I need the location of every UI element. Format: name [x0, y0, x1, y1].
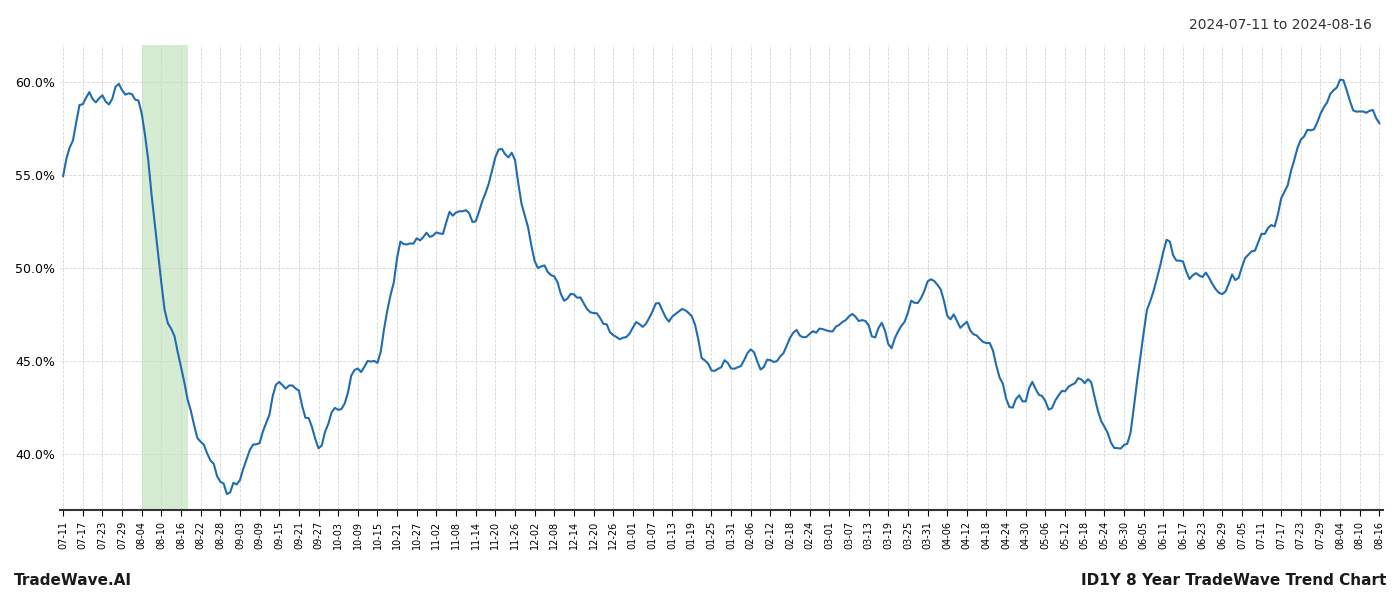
Text: ID1Y 8 Year TradeWave Trend Chart: ID1Y 8 Year TradeWave Trend Chart — [1081, 573, 1386, 588]
Bar — [141, 45, 188, 511]
Text: TradeWave.AI: TradeWave.AI — [14, 573, 132, 588]
Text: 2024-07-11 to 2024-08-16: 2024-07-11 to 2024-08-16 — [1189, 18, 1372, 32]
